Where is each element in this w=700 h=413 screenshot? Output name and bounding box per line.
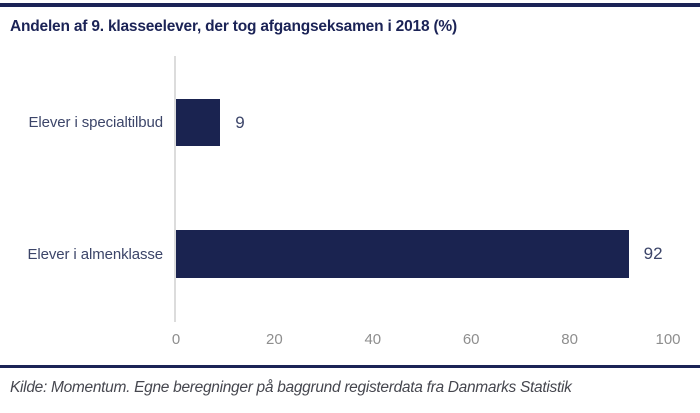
x-axis-tick-label: 40 <box>364 331 382 348</box>
value-label: 92 <box>643 244 663 263</box>
x-axis-tick-label: 60 <box>462 331 480 348</box>
source-note: Kilde: Momentum. Egne beregninger på bag… <box>10 379 572 396</box>
value-label: 9 <box>235 112 245 132</box>
top-divider <box>0 3 700 7</box>
chart-title: Andelen af 9. klasseelever, der tog afga… <box>10 18 457 35</box>
y-axis-line <box>174 56 176 322</box>
bar-specialtilbud <box>176 99 221 146</box>
bar-almenklasse <box>176 230 629 278</box>
x-axis-tick-label: 0 <box>171 331 181 348</box>
x-axis-tick-label: 20 <box>266 331 283 348</box>
category-label: Elever i almenklasse <box>27 245 163 263</box>
x-axis-tick-label: 80 <box>561 331 578 348</box>
bottom-divider <box>0 365 700 368</box>
category-label: Elever i specialtilbud <box>28 114 163 131</box>
x-axis-tick-label: 100 <box>655 331 681 348</box>
